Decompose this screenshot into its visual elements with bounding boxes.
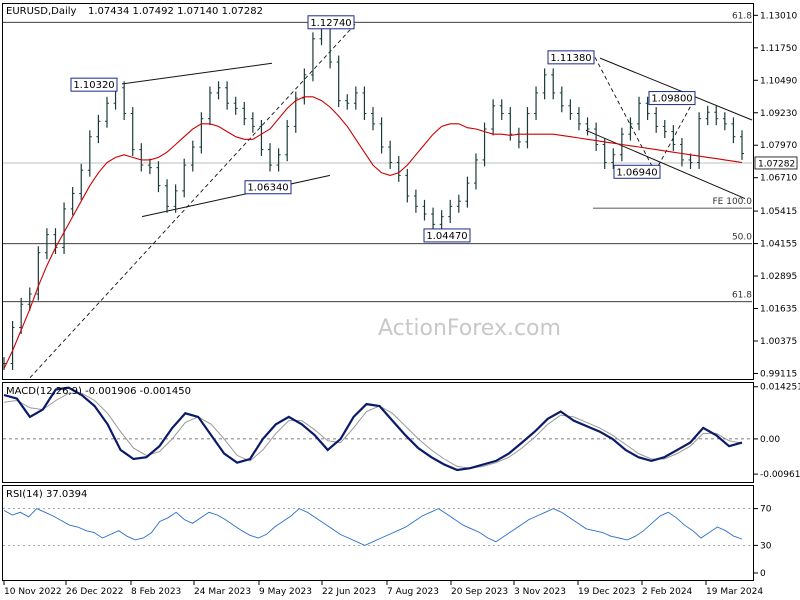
price-y-tick-label: 1.01635 <box>760 305 797 315</box>
rsi-label: RSI(14) 37.0394 <box>6 489 87 500</box>
price-y-tick-label: 1.11750 <box>760 44 797 54</box>
fib-label: 61.8 <box>732 291 752 301</box>
header-symbol: EURUSD,Daily <box>6 6 77 17</box>
macd-y-tick-label: 0.014251 <box>760 383 800 393</box>
macd-y-tick-label: 0.00 <box>760 435 780 445</box>
macd-panel-frame <box>2 382 754 483</box>
price-annotation-label: 1.10320 <box>73 80 114 91</box>
price-panel-frame <box>2 3 754 380</box>
current-price-tag <box>754 156 798 170</box>
price-annotation-label: 1.09800 <box>651 94 692 105</box>
price-y-tick-label: 1.07970 <box>760 141 797 151</box>
macd-signal-line <box>3 392 743 469</box>
price-annotation-label: 1.04470 <box>426 231 467 242</box>
x-tick-label: 24 Mar 2023 <box>194 587 251 597</box>
dashed-projection-line-1 <box>29 21 358 379</box>
price-annotation-box <box>547 50 595 65</box>
x-tick-label: 8 Feb 2023 <box>131 587 181 597</box>
price-annotation-box <box>423 228 471 243</box>
price-y-tick-label: 1.09230 <box>760 109 797 119</box>
price-annotation-box <box>70 77 118 92</box>
current-price-label: 1.07282 <box>758 159 795 169</box>
dashed-projection-line-2 <box>594 57 656 172</box>
rsi-y-tick-label: 0 <box>760 569 766 579</box>
x-tick-label: 19 Dec 2023 <box>578 587 636 597</box>
upper-channel-line-2 <box>599 57 753 121</box>
upper-channel-line-1 <box>121 62 273 85</box>
x-tick-label: 22 Jun 2023 <box>322 587 376 597</box>
x-tick-label: 9 May 2023 <box>259 587 312 597</box>
price-y-tick-label: 1.10490 <box>760 76 797 86</box>
x-tick-label: 7 Aug 2023 <box>387 587 439 597</box>
x-tick-label: 2 Feb 2024 <box>642 587 693 597</box>
lower-channel-line-1 <box>141 174 331 218</box>
x-tick-label: 26 Dec 2022 <box>66 587 124 597</box>
rsi-y-tick-label: 70 <box>760 505 772 515</box>
lower-channel-line-2 <box>585 129 746 200</box>
price-annotation-box <box>307 15 355 30</box>
header-ohlc: 1.07434 1.07492 1.07140 1.07282 <box>88 6 263 17</box>
moving-average-line <box>3 96 743 369</box>
price-y-tick-label: 1.02895 <box>760 272 797 282</box>
price-y-tick-label: 1.04155 <box>760 240 797 250</box>
price-y-tick-label: 1.06710 <box>760 174 797 184</box>
fib-label: FE 100.0 <box>713 197 753 207</box>
x-tick-label: 19 Mar 2024 <box>706 587 763 597</box>
price-y-tick-label: 1.13010 <box>760 11 797 21</box>
price-annotation-label: 1.06940 <box>616 167 657 178</box>
price-y-tick-label: 1.00375 <box>760 337 797 347</box>
price-y-tick-label: 1.05415 <box>760 207 797 217</box>
rsi-panel-frame <box>2 485 754 581</box>
price-annotation-box <box>648 91 696 106</box>
price-annotation-box <box>613 164 661 179</box>
price-annotation-label: 1.11380 <box>550 53 591 64</box>
price-annotation-label: 1.06340 <box>247 183 288 194</box>
price-annotation-label: 1.12740 <box>310 18 351 29</box>
x-tick-label: 20 Sep 2023 <box>451 587 508 597</box>
x-tick-label: 10 Nov 2022 <box>4 587 62 597</box>
macd-label: MACD(12,26,9) -0.001906 -0.001450 <box>6 386 191 397</box>
rsi-line <box>3 508 743 546</box>
watermark: ActionForex.com <box>378 316 561 341</box>
price-y-tick-label: 0.99115 <box>760 369 797 379</box>
price-annotation-box <box>244 180 292 195</box>
rsi-y-tick-label: 30 <box>760 541 772 551</box>
fib-label: 50.0 <box>732 233 752 243</box>
fib-label: 61.8 <box>732 11 752 21</box>
x-tick-label: 3 Nov 2023 <box>514 587 566 597</box>
macd-line <box>3 386 743 472</box>
